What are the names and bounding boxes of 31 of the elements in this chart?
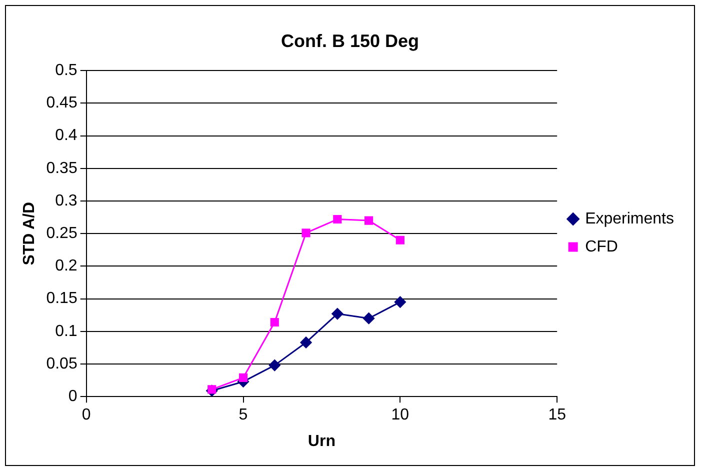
y-tick-label: 0.35	[46, 160, 78, 177]
x-tick-label: 0	[82, 406, 91, 424]
point	[396, 236, 404, 244]
point	[268, 360, 280, 372]
y-tick-label: 0.3	[55, 192, 78, 210]
point	[238, 373, 248, 382]
point	[364, 216, 374, 225]
y-tick-label: 0.2	[55, 258, 78, 275]
point	[332, 308, 344, 320]
point	[394, 296, 406, 308]
y-tick-label: 0.1	[55, 322, 78, 340]
x-axis-title: Urn	[308, 432, 336, 450]
y-tick-label: 0.4	[55, 127, 78, 144]
point	[302, 228, 310, 238]
y-tick-label: 0.05	[46, 355, 78, 372]
y-tick-label: 0	[68, 388, 78, 406]
x-tick-label: 15	[548, 406, 566, 424]
chart-title: Conf. B 150 Deg	[280, 30, 420, 51]
y-tick-label: 0.45	[46, 94, 78, 112]
x-tick-label: 10	[391, 406, 410, 424]
y-tick-label: 0.15	[46, 290, 78, 308]
point	[333, 214, 342, 224]
legend-label: CFD	[585, 238, 618, 256]
y-axis-title: STD A/D	[21, 202, 38, 266]
y-tick-label: 0.25	[46, 225, 78, 242]
point	[363, 312, 375, 324]
point	[270, 318, 279, 327]
legend-label: Experiments	[585, 210, 674, 228]
x-tick-label: 5	[238, 406, 248, 424]
y-tick-label: 0.5	[55, 62, 78, 80]
point	[300, 336, 312, 348]
